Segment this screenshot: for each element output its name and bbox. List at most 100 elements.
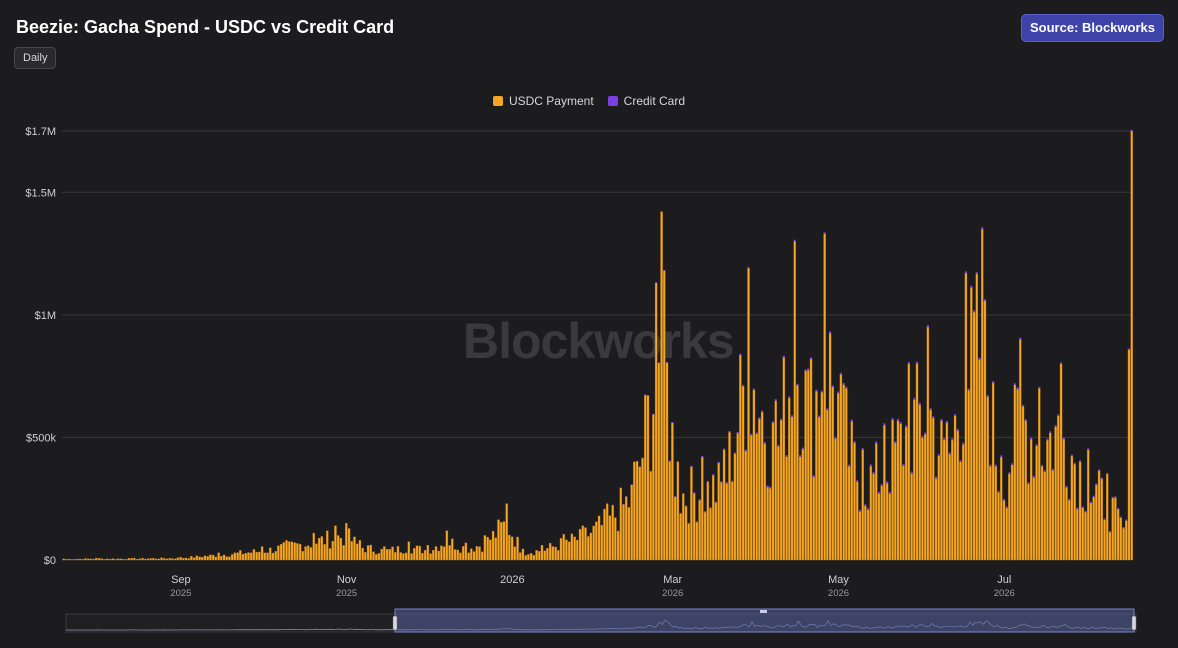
bar-credit-card[interactable] <box>641 457 644 459</box>
bar-usdc[interactable] <box>244 552 247 561</box>
bar-credit-card[interactable] <box>826 408 829 410</box>
bar-credit-card[interactable] <box>788 396 791 399</box>
bar-credit-card[interactable] <box>698 499 701 501</box>
bar-credit-card[interactable] <box>633 461 636 462</box>
bar-usdc[interactable] <box>391 546 394 561</box>
bar-usdc[interactable] <box>312 532 315 561</box>
bar-usdc[interactable] <box>606 503 609 561</box>
bar-usdc[interactable] <box>179 556 182 561</box>
bar-usdc[interactable] <box>600 525 603 561</box>
bar-usdc[interactable] <box>529 553 533 561</box>
bar-usdc[interactable] <box>230 554 234 561</box>
bar-usdc[interactable] <box>255 551 258 561</box>
bar-usdc[interactable] <box>377 553 381 561</box>
bar-credit-card[interactable] <box>1076 507 1079 510</box>
bar-usdc[interactable] <box>652 414 655 561</box>
bar-usdc[interactable] <box>233 552 237 561</box>
bar-credit-card[interactable] <box>877 491 881 494</box>
bar-usdc[interactable] <box>173 558 177 561</box>
bar-credit-card[interactable] <box>731 480 734 482</box>
bar-usdc[interactable] <box>263 552 266 561</box>
bar-credit-card[interactable] <box>728 430 731 433</box>
bar-usdc[interactable] <box>1108 532 1112 561</box>
bar-usdc[interactable] <box>480 551 484 561</box>
bar-credit-card[interactable] <box>929 408 932 411</box>
bar-usdc[interactable] <box>510 536 514 561</box>
bar-credit-card[interactable] <box>975 272 978 274</box>
bar-credit-card[interactable] <box>1054 425 1057 427</box>
bar-usdc[interactable] <box>350 541 353 561</box>
bar-credit-card[interactable] <box>959 459 962 462</box>
bar-usdc[interactable] <box>369 544 372 561</box>
bar-credit-card[interactable] <box>655 282 658 283</box>
bar-usdc[interactable] <box>92 558 95 561</box>
bar-usdc[interactable] <box>388 548 392 561</box>
bar-credit-card[interactable] <box>1030 437 1033 440</box>
bar-usdc[interactable] <box>790 416 794 561</box>
bar-usdc[interactable] <box>1122 528 1125 561</box>
bar-credit-card[interactable] <box>913 397 916 400</box>
bar-usdc[interactable] <box>896 420 900 561</box>
bar-usdc[interactable] <box>1070 455 1074 561</box>
bar-usdc[interactable] <box>516 536 519 561</box>
bar-usdc[interactable] <box>103 559 106 561</box>
bar-usdc[interactable] <box>502 521 506 561</box>
bar-usdc[interactable] <box>682 493 685 561</box>
bar-credit-card[interactable] <box>1049 431 1052 433</box>
bar-usdc[interactable] <box>497 519 500 561</box>
bar-usdc[interactable] <box>1078 461 1082 561</box>
bar-usdc[interactable] <box>921 437 924 561</box>
bar-usdc[interactable] <box>225 556 228 561</box>
bar-credit-card[interactable] <box>1103 518 1106 520</box>
bar-usdc[interactable] <box>127 558 131 561</box>
bar-usdc[interactable] <box>649 471 652 561</box>
bar-credit-card[interactable] <box>997 490 1000 493</box>
bar-credit-card[interactable] <box>1035 444 1038 446</box>
bar-usdc[interactable] <box>872 473 875 561</box>
bar-usdc[interactable] <box>731 481 734 561</box>
bar-credit-card[interactable] <box>780 418 783 421</box>
bar-credit-card[interactable] <box>1127 348 1131 350</box>
bar-usdc[interactable] <box>1057 415 1060 561</box>
bar-usdc[interactable] <box>149 558 152 561</box>
bar-credit-card[interactable] <box>951 438 954 441</box>
bar-usdc[interactable] <box>519 552 522 561</box>
bar-usdc[interactable] <box>932 417 935 561</box>
bar-usdc[interactable] <box>619 487 622 561</box>
bar-usdc[interactable] <box>154 558 158 561</box>
bar-usdc[interactable] <box>913 399 916 561</box>
bar-usdc[interactable] <box>608 515 612 561</box>
bar-credit-card[interactable] <box>1130 129 1133 131</box>
bar-usdc[interactable] <box>95 557 98 561</box>
bar-usdc[interactable] <box>100 558 103 561</box>
bar-usdc[interactable] <box>739 354 742 561</box>
bar-usdc[interactable] <box>1106 474 1109 561</box>
bar-usdc[interactable] <box>622 504 625 561</box>
bar-usdc[interactable] <box>437 550 440 561</box>
bar-usdc[interactable] <box>1038 388 1041 561</box>
legend-item-usdc[interactable]: USDC Payment <box>492 94 594 108</box>
bar-usdc[interactable] <box>888 493 892 561</box>
navigator-handle-left[interactable] <box>392 615 398 631</box>
bar-credit-card[interactable] <box>693 492 696 494</box>
bar-usdc[interactable] <box>532 555 536 561</box>
bar-usdc[interactable] <box>65 559 68 561</box>
bar-credit-card[interactable] <box>850 419 853 422</box>
bar-usdc[interactable] <box>513 546 517 561</box>
bar-usdc[interactable] <box>266 552 269 561</box>
bar-credit-card[interactable] <box>1005 506 1008 509</box>
bar-usdc[interactable] <box>358 540 362 561</box>
bar-usdc[interactable] <box>146 558 150 561</box>
bar-usdc[interactable] <box>1089 502 1093 561</box>
bar-usdc[interactable] <box>168 558 171 561</box>
bar-credit-card[interactable] <box>695 521 698 523</box>
bar-credit-card[interactable] <box>725 482 728 484</box>
bar-usdc[interactable] <box>461 546 465 561</box>
bar-usdc[interactable] <box>442 546 446 561</box>
bar-usdc[interactable] <box>565 539 568 561</box>
bar-credit-card[interactable] <box>1117 507 1120 510</box>
bar-credit-card[interactable] <box>845 386 848 389</box>
bar-credit-card[interactable] <box>774 399 777 401</box>
bar-usdc[interactable] <box>614 517 617 561</box>
bar-usdc[interactable] <box>654 282 658 561</box>
